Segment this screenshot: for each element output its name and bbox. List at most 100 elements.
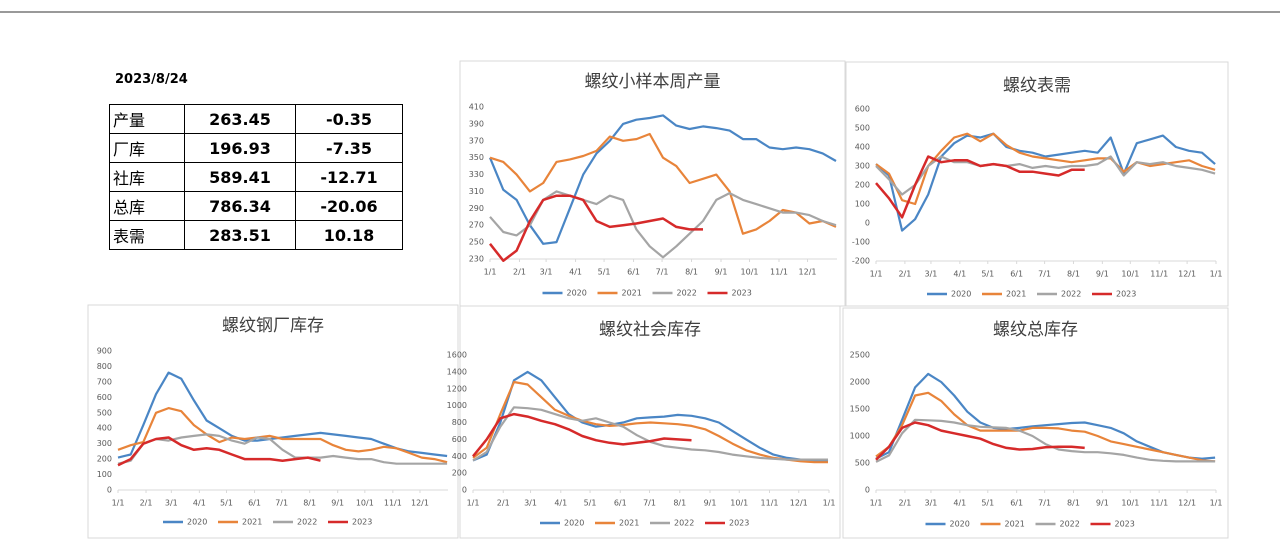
x-tick-label: 12/1 [799, 268, 817, 277]
legend-label: 2020 [564, 519, 584, 528]
legend-label: 2021 [619, 519, 639, 528]
chart-frame [845, 61, 1229, 307]
table-cell: 283.51 [184, 220, 296, 250]
x-tick-label: 9/1 [331, 499, 344, 508]
table-cell: 产量 [109, 104, 185, 134]
series-line [875, 132, 1216, 232]
x-tick-label: 6/1 [1010, 499, 1023, 508]
y-tick-label: 410 [469, 103, 484, 112]
y-tick-label: 230 [469, 255, 484, 264]
x-tick-label: 2/1 [140, 499, 153, 508]
y-tick-label: 0 [107, 486, 112, 495]
y-tick-label: -100 [852, 238, 870, 247]
x-tick-label: 1/1 [823, 499, 836, 508]
y-tick-label: 350 [469, 153, 484, 162]
date: 2023/8/24 [115, 72, 188, 87]
table-row: 厂库 196.93 -7.35 [109, 133, 403, 163]
series-line [489, 190, 837, 259]
table-row: 表需 283.51 10.18 [109, 220, 403, 250]
y-tick-label: 400 [855, 143, 870, 152]
series-line [117, 436, 321, 467]
series-line [875, 391, 1216, 463]
series-line [472, 370, 829, 463]
x-tick-label: 4/1 [554, 499, 567, 508]
y-tick-label: 500 [97, 408, 112, 417]
x-tick-label: 10/1 [741, 268, 759, 277]
legend-label: 2023 [732, 289, 752, 298]
x-tick-label: 6/1 [248, 499, 261, 508]
table-cell: 589.41 [184, 162, 296, 192]
series-line [875, 155, 1216, 196]
x-tick-label: 1/1 [1210, 499, 1223, 508]
table-cell: 10.18 [295, 220, 403, 250]
x-tick-label: 3/1 [524, 499, 537, 508]
x-tick-label: 2/1 [898, 499, 911, 508]
x-tick-label: 3/1 [540, 268, 553, 277]
y-tick-label: 0 [865, 486, 870, 495]
y-tick-label: 0 [462, 486, 467, 495]
x-tick-label: 1/1 [1210, 270, 1223, 279]
chart-title: 螺纹总库存 [993, 320, 1078, 340]
table-row: 总库 786.34 -20.06 [109, 191, 403, 221]
series-line [117, 407, 448, 464]
x-tick-label: 5/1 [981, 499, 994, 508]
y-tick-label: 800 [452, 418, 467, 427]
x-tick-label: 12/1 [1178, 499, 1196, 508]
series-line [875, 421, 1085, 461]
y-tick-label: 700 [97, 377, 112, 386]
x-tick-label: 2/1 [497, 499, 510, 508]
legend-label: 2020 [951, 290, 971, 299]
y-tick-label: 200 [97, 455, 112, 464]
y-tick-label: 270 [469, 221, 484, 230]
x-tick-label: 11/1 [1150, 499, 1168, 508]
y-tick-label: 800 [97, 362, 112, 371]
series-line [488, 114, 837, 245]
x-tick-label: 8/1 [673, 499, 686, 508]
legend-label: 2021 [1006, 290, 1026, 299]
series-line [875, 155, 1085, 219]
x-tick-label: 7/1 [1038, 270, 1051, 279]
table-cell: -12.71 [295, 162, 403, 192]
table-cell: 厂库 [109, 133, 185, 163]
y-tick-label: -200 [852, 257, 870, 266]
legend-label: 2023 [352, 518, 372, 527]
legend-label: 2023 [729, 519, 749, 528]
y-tick-label: 0 [865, 219, 870, 228]
x-tick-label: 4/1 [953, 270, 966, 279]
y-tick-label: 1000 [447, 401, 467, 410]
y-tick-label: 600 [97, 393, 112, 402]
table-cell: 表需 [109, 220, 185, 250]
legend-label: 2023 [1115, 520, 1135, 529]
x-tick-label: 6/1 [627, 268, 640, 277]
legend-label: 2022 [677, 289, 697, 298]
y-tick-label: 400 [452, 452, 467, 461]
table-row: 社库 589.41 -12.71 [109, 162, 403, 192]
x-tick-label: 8/1 [1067, 499, 1080, 508]
legend-label: 2021 [622, 289, 642, 298]
x-tick-label: 5/1 [584, 499, 597, 508]
y-tick-label: 300 [97, 439, 112, 448]
table-cell: -20.06 [295, 191, 403, 221]
x-tick-label: 3/1 [925, 499, 938, 508]
legend-label: 2022 [297, 518, 317, 527]
x-tick-label: 1/1 [467, 499, 480, 508]
y-tick-label: 1400 [447, 367, 467, 376]
x-tick-label: 10/1 [730, 499, 748, 508]
x-tick-label: 8/1 [1067, 270, 1080, 279]
chart-title: 螺纹钢厂库存 [222, 316, 324, 336]
y-tick-label: 600 [855, 105, 870, 114]
x-tick-label: 10/1 [1121, 499, 1139, 508]
x-tick-label: 2/1 [898, 270, 911, 279]
x-tick-label: 11/1 [761, 499, 779, 508]
x-tick-label: 1/1 [112, 499, 125, 508]
x-tick-label: 7/1 [275, 499, 288, 508]
x-tick-label: 7/1 [643, 499, 656, 508]
x-tick-label: 9/1 [704, 499, 717, 508]
x-tick-label: 8/1 [303, 499, 316, 508]
x-tick-label: 7/1 [1038, 499, 1051, 508]
y-tick-label: 250 [469, 238, 484, 247]
y-tick-label: 310 [469, 187, 484, 196]
y-tick-label: 330 [469, 170, 484, 179]
